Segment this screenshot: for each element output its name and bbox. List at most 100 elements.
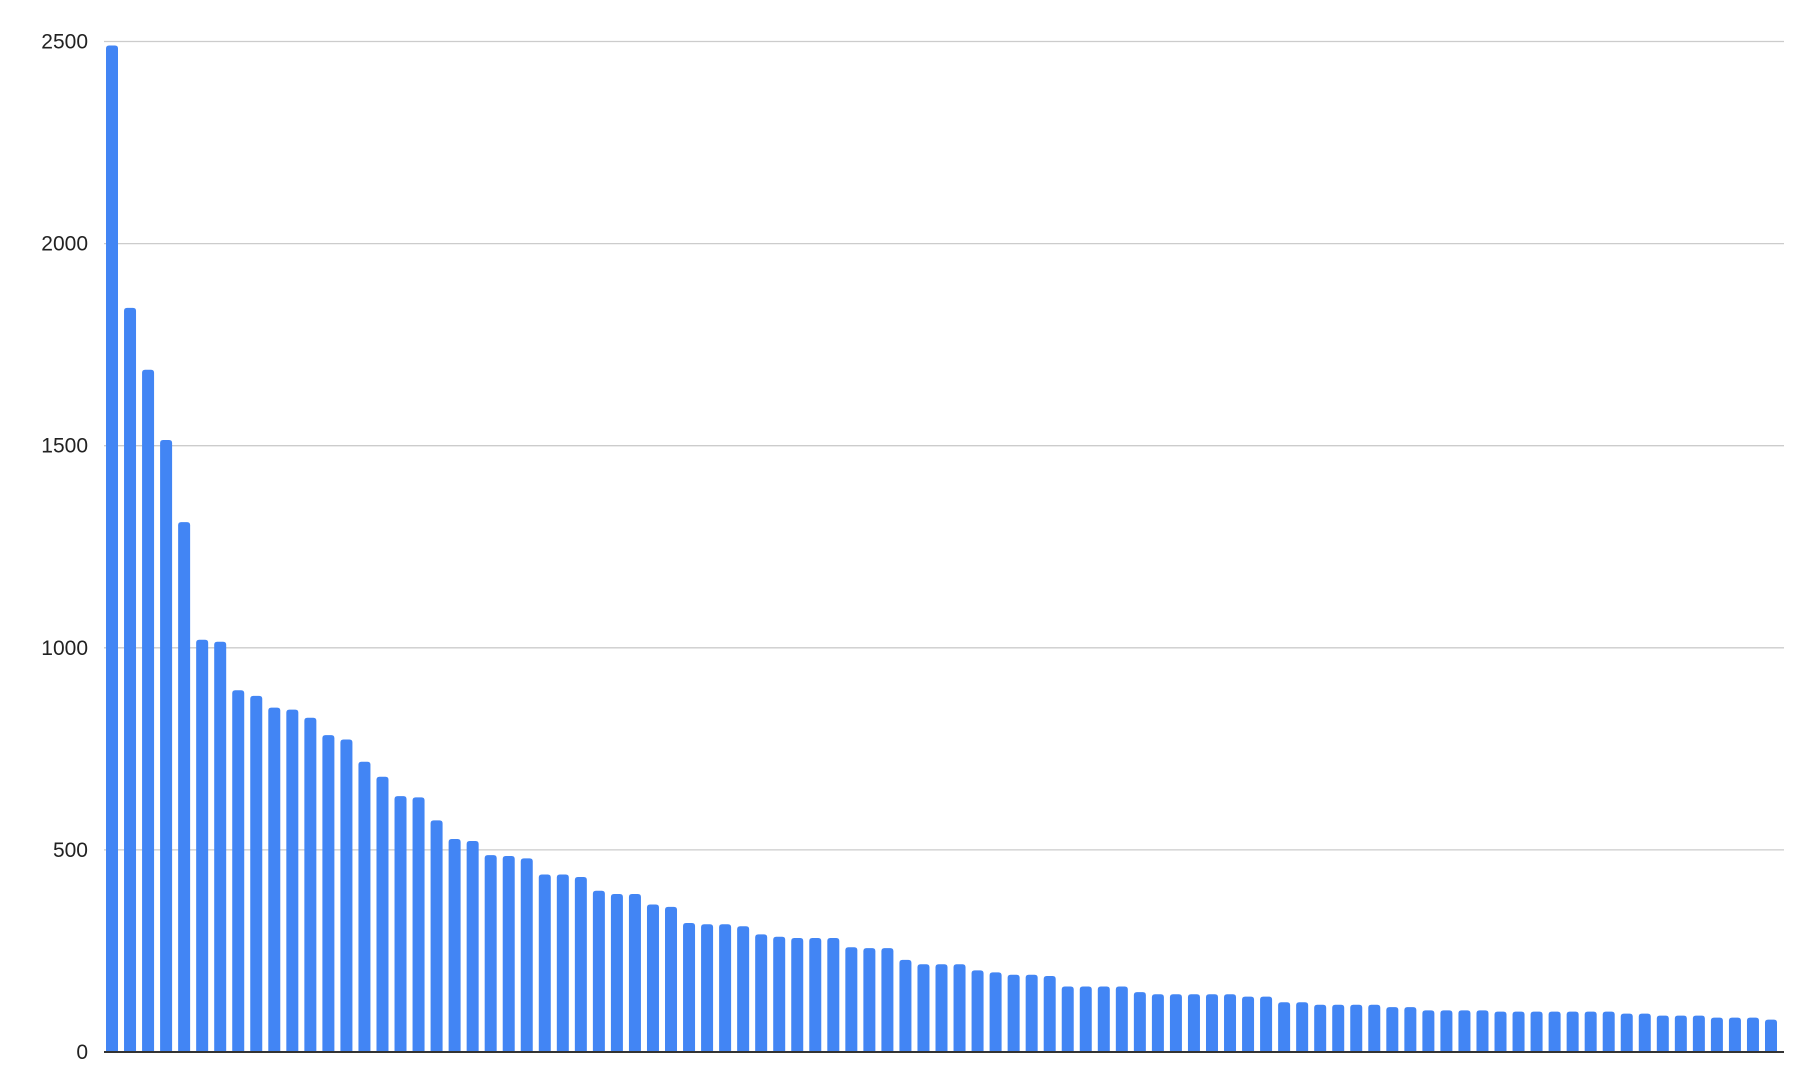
bar	[1169, 994, 1182, 1052]
bar	[1296, 1002, 1309, 1052]
bar	[665, 906, 678, 1052]
bar	[142, 369, 155, 1052]
bar	[755, 934, 768, 1052]
bar	[1746, 1017, 1759, 1052]
y-tick-label: 2500	[41, 31, 88, 54]
bar	[646, 904, 659, 1052]
bar	[322, 735, 335, 1052]
bar	[1692, 1015, 1705, 1052]
y-axis-ticks: 0 500 1000 1500 2000 2500	[41, 31, 88, 1065]
y-tick-label: 1000	[41, 637, 88, 660]
y-tick-label: 500	[53, 839, 88, 862]
bar	[574, 876, 587, 1052]
bar	[1620, 1013, 1633, 1052]
bar	[1404, 1007, 1417, 1052]
bar	[971, 970, 984, 1052]
bar	[628, 893, 641, 1052]
bar	[1368, 1004, 1381, 1052]
bar	[881, 948, 894, 1052]
bar	[701, 924, 714, 1052]
bar	[232, 690, 245, 1052]
bar	[1602, 1011, 1615, 1052]
bar	[448, 838, 461, 1052]
bar	[520, 858, 533, 1052]
bar	[160, 440, 173, 1052]
bar	[466, 841, 479, 1052]
y-tick-label: 1500	[41, 435, 88, 458]
bar	[863, 948, 876, 1052]
bar	[484, 855, 497, 1052]
bar	[592, 890, 605, 1052]
bar	[340, 739, 353, 1052]
bar	[773, 936, 786, 1052]
bar	[917, 964, 930, 1052]
bar	[1007, 974, 1020, 1052]
bar	[196, 639, 209, 1052]
bar	[1350, 1004, 1363, 1052]
bar	[1332, 1004, 1345, 1052]
bar	[1314, 1004, 1327, 1052]
bar	[1638, 1013, 1651, 1052]
bar	[250, 695, 263, 1052]
bar	[1584, 1011, 1597, 1052]
bar	[1151, 994, 1164, 1052]
bar	[1728, 1017, 1741, 1052]
bar	[1187, 994, 1200, 1052]
bar	[845, 947, 858, 1052]
bar	[1440, 1010, 1453, 1052]
bar	[556, 874, 569, 1052]
bar	[809, 938, 822, 1052]
y-tick-label: 0	[76, 1041, 88, 1064]
bar	[394, 796, 407, 1052]
bar	[286, 709, 299, 1052]
bar	[1115, 986, 1128, 1052]
bar	[538, 874, 551, 1052]
bar	[214, 641, 227, 1052]
bar	[1224, 994, 1237, 1052]
bar	[1097, 986, 1110, 1052]
bar	[737, 926, 750, 1052]
bar	[178, 522, 191, 1052]
bar	[412, 797, 425, 1052]
bar	[683, 923, 696, 1052]
bar	[1205, 994, 1218, 1052]
bar	[1656, 1015, 1669, 1052]
gridlines	[104, 40, 1784, 851]
bar	[1422, 1010, 1435, 1052]
bar	[953, 964, 966, 1052]
bar	[1674, 1015, 1687, 1052]
bar	[376, 776, 389, 1052]
y-tick-label: 2000	[41, 233, 88, 256]
bar	[1133, 992, 1146, 1052]
bar	[899, 959, 912, 1052]
bar	[1548, 1011, 1561, 1052]
bar	[268, 707, 281, 1052]
bar	[935, 964, 948, 1052]
bar	[1025, 974, 1038, 1052]
bar	[1476, 1010, 1489, 1052]
bar	[304, 717, 317, 1052]
bar	[1260, 996, 1273, 1052]
bar	[1494, 1011, 1507, 1052]
bar	[1386, 1007, 1399, 1052]
bar	[124, 307, 137, 1052]
bar	[1079, 986, 1092, 1052]
bar	[719, 924, 732, 1052]
bar	[358, 761, 371, 1052]
bar	[1043, 976, 1056, 1052]
bar	[791, 938, 804, 1052]
bar	[1242, 996, 1255, 1052]
bar	[1530, 1011, 1543, 1052]
bar	[989, 972, 1002, 1052]
bar	[1710, 1017, 1723, 1052]
bar	[1458, 1010, 1471, 1052]
bar	[106, 45, 118, 1053]
bar	[1061, 986, 1074, 1052]
bar	[502, 855, 515, 1052]
bar	[1765, 1019, 1777, 1052]
bar	[610, 893, 623, 1052]
bar	[1512, 1011, 1525, 1052]
bar	[1278, 1002, 1291, 1052]
bar	[1566, 1011, 1579, 1052]
